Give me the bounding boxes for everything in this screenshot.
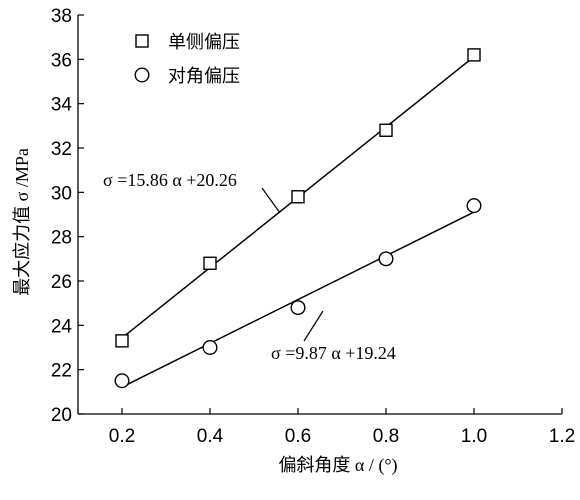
- x-tick-label: 0.6: [285, 426, 311, 447]
- fit-equation-1: σ =15.86 α +20.26: [103, 170, 237, 190]
- y-tick-label: 20: [51, 405, 72, 426]
- x-tick-label: 0.8: [373, 426, 399, 447]
- square-marker: [291, 190, 305, 204]
- x-axis-label: 偏斜角度 α / (°): [278, 455, 397, 476]
- square-marker: [379, 123, 393, 137]
- x-tick-label: 1.2: [549, 426, 575, 447]
- y-tick-label: 38: [51, 6, 72, 27]
- square-marker: [115, 334, 129, 348]
- fit-line-2: [121, 211, 475, 388]
- y-tick-label: 28: [51, 228, 72, 249]
- y-axis-label: 最大应力值 σ /MPa: [12, 148, 32, 296]
- x-tick-label: 0.4: [197, 426, 224, 447]
- fit-equation-1-leader: [261, 187, 281, 214]
- legend-circle-marker: [134, 67, 150, 83]
- circle-marker: [466, 198, 482, 214]
- y-tick-label: 34: [51, 95, 73, 116]
- fit-equation-2: σ =9.87 α +19.24: [271, 343, 396, 363]
- data-markers: [114, 48, 482, 389]
- x-tick-label: 1.0: [461, 426, 487, 447]
- fit-equation-2-leader: [303, 310, 324, 342]
- y-tick-label: 22: [51, 361, 72, 382]
- fit-equations: σ =15.86 α +20.26 σ =9.87 α +19.24: [103, 170, 396, 363]
- legend-label: 对角偏压: [168, 66, 240, 87]
- circle-marker: [202, 340, 218, 356]
- y-tick-label: 32: [51, 139, 72, 160]
- fit-lines: [121, 56, 475, 388]
- y-tick-label: 36: [51, 50, 72, 71]
- x-tick-label: 0.2: [109, 426, 135, 447]
- square-marker: [467, 48, 481, 62]
- y-tick-label: 24: [51, 316, 73, 337]
- legend-label: 单侧偏压: [168, 32, 240, 53]
- circle-marker: [290, 300, 306, 316]
- circle-marker: [378, 251, 394, 267]
- y-tick-label: 30: [51, 183, 72, 204]
- square-marker: [203, 256, 217, 270]
- legend-square-marker: [135, 34, 149, 48]
- circle-marker: [114, 373, 130, 389]
- y-tick-label: 26: [51, 272, 72, 293]
- axes: 20 22 24 26 28 30 32 34 36 38 0.2 0.4 0.6 0.8 1.0 1.2: [51, 6, 575, 447]
